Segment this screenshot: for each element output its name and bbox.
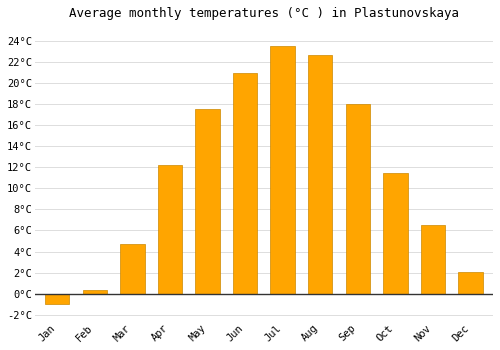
Title: Average monthly temperatures (°C ) in Plastunovskaya: Average monthly temperatures (°C ) in Pl… bbox=[69, 7, 459, 20]
Bar bbox=[120, 244, 144, 294]
Bar bbox=[383, 173, 407, 294]
Bar bbox=[158, 165, 182, 294]
Bar bbox=[346, 104, 370, 294]
Bar bbox=[82, 290, 107, 294]
Bar bbox=[270, 46, 295, 294]
Bar bbox=[196, 110, 220, 294]
Bar bbox=[45, 294, 70, 304]
Bar bbox=[420, 225, 445, 294]
Bar bbox=[458, 272, 482, 294]
Bar bbox=[308, 55, 332, 294]
Bar bbox=[233, 73, 258, 294]
